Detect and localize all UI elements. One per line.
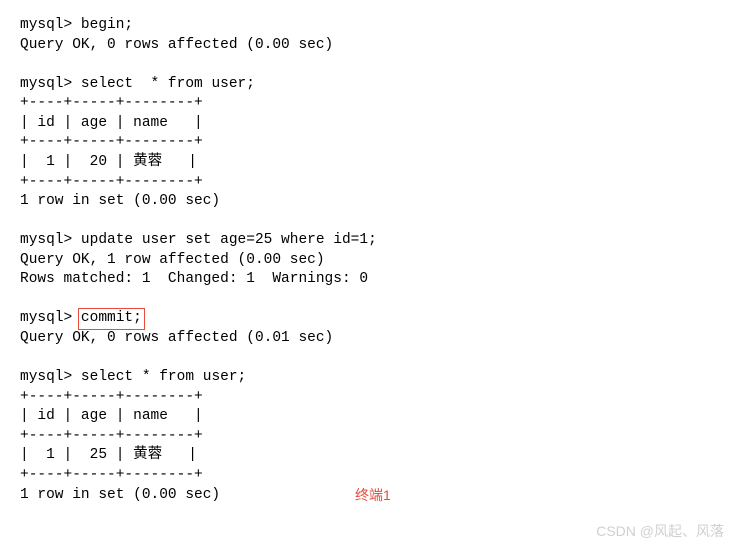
table-row: | 1 | 20 | 黄蓉 | xyxy=(20,154,197,170)
prompt: mysql> xyxy=(20,76,72,92)
table-border: +----+-----+--------+ xyxy=(20,467,203,483)
query-result: Query OK, 1 row affected (0.00 sec) xyxy=(20,252,325,268)
terminal-label: 终端1 xyxy=(355,486,391,505)
sql-command: update user set age=25 where id=1; xyxy=(81,232,377,248)
table-border: +----+-----+--------+ xyxy=(20,95,203,111)
table-border: +----+-----+--------+ xyxy=(20,389,203,405)
table-border: +----+-----+--------+ xyxy=(20,428,203,444)
prompt: mysql> xyxy=(20,17,72,33)
query-result: Rows matched: 1 Changed: 1 Warnings: 0 xyxy=(20,271,368,287)
sql-command: begin; xyxy=(81,17,133,33)
prompt: mysql> xyxy=(20,310,72,326)
table-border: +----+-----+--------+ xyxy=(20,134,203,150)
sql-command: select * from user; xyxy=(81,76,255,92)
query-result: Query OK, 0 rows affected (0.01 sec) xyxy=(20,330,333,346)
sql-command: select * from user; xyxy=(81,369,246,385)
table-border: +----+-----+--------+ xyxy=(20,174,203,190)
query-result: 1 row in set (0.00 sec) xyxy=(20,487,220,503)
prompt: mysql> xyxy=(20,232,72,248)
table-header: | id | age | name | xyxy=(20,408,203,424)
query-result: 1 row in set (0.00 sec) xyxy=(20,193,220,209)
table-row: | 1 | 25 | 黄蓉 | xyxy=(20,447,197,463)
terminal-output: mysql> begin; Query OK, 0 rows affected … xyxy=(20,16,718,505)
prompt: mysql> xyxy=(20,369,72,385)
highlighted-command: commit; xyxy=(78,308,145,330)
query-result: Query OK, 0 rows affected (0.00 sec) xyxy=(20,37,333,53)
table-header: | id | age | name | xyxy=(20,115,203,131)
watermark-text: CSDN @风起、风落 xyxy=(596,522,724,541)
